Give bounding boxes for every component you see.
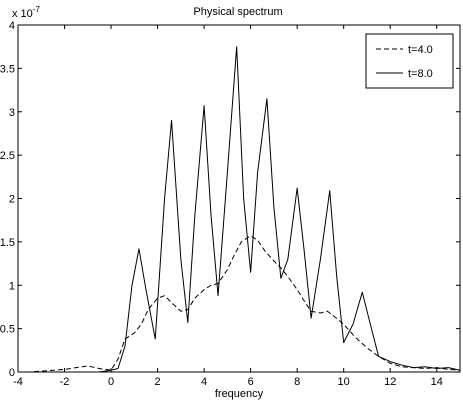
y-tick-label: 3.5 <box>0 63 15 75</box>
y-axis-ticks: 0 0.5 1 1.5 2 2.5 3 3.5 4 <box>0 20 460 379</box>
x-tick-label: 6 <box>248 376 254 388</box>
series-line-t4 <box>18 235 461 373</box>
y-tick-label: 3 <box>9 107 15 119</box>
y-axis-multiplier: x 10-7 <box>12 5 40 20</box>
x-tick-label: 14 <box>431 376 443 388</box>
y-tick-label: 1 <box>9 280 15 292</box>
legend: t=4.0 t=8.0 <box>365 33 454 89</box>
y-tick-label: 1.5 <box>0 237 15 249</box>
x-tick-label: -2 <box>60 376 70 388</box>
x-tick-label: 8 <box>294 376 300 388</box>
y-multiplier-exponent: -7 <box>33 5 41 14</box>
x-axis-label: frequency <box>215 388 264 400</box>
x-tick-label: 4 <box>201 376 207 388</box>
series-layer <box>18 46 461 373</box>
y-multiplier-base: x 10 <box>12 8 33 20</box>
x-tick-label: 2 <box>155 376 161 388</box>
y-tick-label: 0.5 <box>0 324 15 336</box>
y-tick-label: 2.5 <box>0 150 15 162</box>
legend-box <box>365 33 454 89</box>
x-tick-label: 10 <box>338 376 350 388</box>
x-tick-label: -4 <box>13 376 23 388</box>
legend-label-t8: t=8.0 <box>408 68 433 80</box>
x-axis-ticks: -4 -2 0 2 4 6 8 10 12 14 <box>13 25 443 388</box>
x-tick-label: 12 <box>384 376 396 388</box>
legend-label-t4: t=4.0 <box>408 44 433 56</box>
x-tick-label: 0 <box>108 376 114 388</box>
y-tick-label: 4 <box>9 20 15 32</box>
series-line-t8 <box>18 46 461 373</box>
y-tick-label: 0 <box>9 367 15 379</box>
chart-title: Physical spectrum <box>193 6 282 18</box>
y-tick-label: 2 <box>9 194 15 206</box>
